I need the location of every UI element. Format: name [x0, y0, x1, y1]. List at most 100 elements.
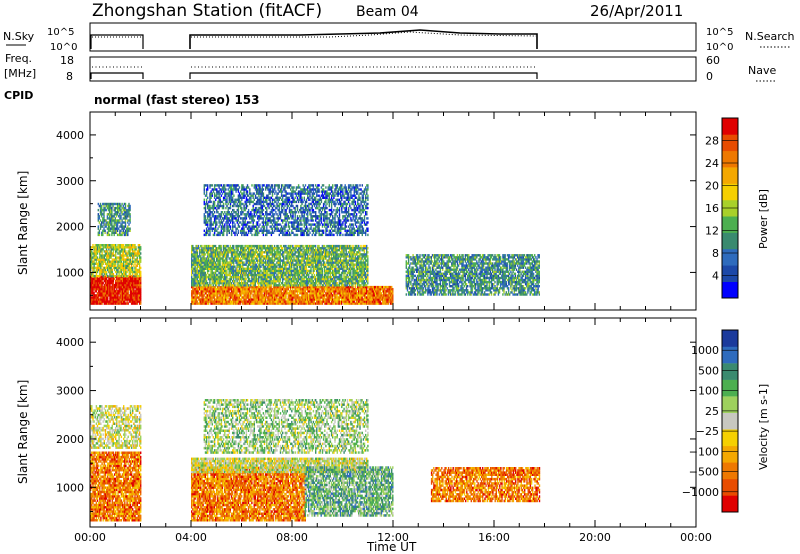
- heatmap-cell: [118, 281, 120, 285]
- heatmap-cell: [360, 285, 362, 289]
- heatmap-cell: [293, 300, 295, 303]
- heatmap-cell: [317, 292, 319, 295]
- heatmap-cell: [110, 217, 112, 220]
- heatmap-cell: [312, 285, 314, 289]
- heatmap-cell: [235, 285, 237, 289]
- heatmap-cell: [224, 247, 226, 250]
- heatmap-cell: [219, 259, 221, 262]
- heatmap-cell: [115, 270, 117, 274]
- heatmap-cell: [294, 290, 296, 293]
- heatmap-cell: [127, 274, 129, 278]
- heatmap-cell: [109, 298, 111, 301]
- heatmap-cell: [102, 277, 104, 281]
- heatmap-cell: [208, 288, 210, 291]
- heatmap-cell: [99, 300, 101, 303]
- heatmap-cell: [194, 280, 196, 283]
- heatmap-cell: [137, 281, 140, 285]
- heatmap-cell: [98, 258, 100, 261]
- heatmap-cell: [266, 302, 268, 305]
- heatmap-cell: [213, 251, 216, 254]
- heatmap-cell: [230, 285, 233, 289]
- heatmap-cell: [273, 288, 276, 291]
- heatmap-cell: [313, 265, 316, 268]
- heatmap-cell: [119, 252, 121, 255]
- heatmap-cell: [195, 255, 197, 258]
- heatmap-cell: [361, 292, 363, 295]
- heatmap-cell: [101, 264, 103, 267]
- heatmap-cell: [100, 254, 102, 257]
- heatmap-cell: [353, 292, 355, 295]
- heatmap-cell: [247, 300, 250, 303]
- heatmap-cell: [104, 206, 106, 210]
- heatmap-cell: [118, 250, 120, 253]
- heatmap-cell: [335, 290, 337, 293]
- heatmap-cell: [305, 292, 308, 295]
- heatmap-cell: [118, 219, 120, 222]
- heatmap-cell: [211, 257, 213, 260]
- heatmap-cell: [264, 296, 267, 299]
- heatmap-cell: [298, 253, 301, 256]
- heatmap-cell: [132, 260, 134, 263]
- heatmap-cell: [258, 294, 260, 297]
- heatmap-cell: [197, 280, 200, 283]
- heatmap-cell: [283, 263, 285, 266]
- heatmap-cell: [111, 270, 113, 274]
- heatmap-cell: [205, 290, 208, 293]
- heatmap-cell: [236, 298, 238, 301]
- heatmap-cell: [95, 252, 98, 255]
- heatmap-cell: [218, 247, 220, 250]
- heatmap-cell: [205, 280, 208, 283]
- heatmap-cell: [237, 277, 239, 281]
- heatmap-cell: [123, 213, 126, 216]
- heatmap-cell: [210, 269, 212, 273]
- heatmap-cell: [124, 296, 126, 299]
- heatmap-cell: [343, 302, 345, 305]
- heatmap-cell: [261, 263, 263, 266]
- heatmap-cell: [111, 258, 113, 261]
- heatmap-cell: [342, 290, 344, 293]
- heatmap-cell: [116, 277, 118, 281]
- heatmap-cell: [243, 253, 245, 256]
- heatmap-cell: [108, 244, 110, 247]
- heatmap-cell: [222, 275, 225, 279]
- heatmap-cell: [209, 249, 211, 252]
- heatmap-cell: [120, 211, 122, 214]
- heatmap-cell: [236, 247, 238, 250]
- heatmap-cell: [197, 269, 200, 273]
- heatmap-cell: [369, 292, 371, 295]
- heatmap-cell: [133, 252, 135, 255]
- heatmap-cell: [194, 290, 196, 293]
- heatmap-cell: [93, 264, 95, 267]
- heatmap-cell: [120, 285, 123, 289]
- heatmap-cell: [138, 298, 141, 301]
- heatmap-cell: [218, 265, 220, 268]
- heatmap-cell: [227, 261, 229, 264]
- heatmap-cell: [273, 296, 276, 299]
- heatmap-cell: [110, 290, 112, 293]
- heatmap-cell: [270, 288, 272, 291]
- heatmap-cell: [234, 294, 236, 297]
- heatmap-cell: [259, 296, 261, 299]
- heatmap-cell: [256, 257, 259, 260]
- heatmap-cell: [242, 275, 244, 279]
- heatmap-cell: [98, 288, 100, 291]
- heatmap-cell: [99, 272, 101, 276]
- heatmap-cell: [192, 255, 194, 258]
- heatmap-cell: [123, 260, 125, 263]
- heatmap-cell: [196, 282, 199, 285]
- heatmap-cell: [126, 274, 128, 278]
- heatmap-cell: [286, 292, 288, 295]
- heatmap-cell: [273, 285, 276, 289]
- heatmap-cell: [116, 260, 118, 263]
- heatmap-cell: [234, 282, 236, 285]
- heatmap-cell: [138, 256, 141, 259]
- heatmap-cell: [132, 288, 134, 291]
- heatmap-cell: [204, 263, 206, 266]
- heatmap-cell: [115, 223, 118, 226]
- heatmap-cell: [330, 300, 333, 303]
- heatmap-cell: [266, 296, 268, 299]
- heatmap-cell: [119, 274, 121, 278]
- heatmap-cell: [287, 300, 289, 303]
- heatmap-cell: [317, 284, 319, 287]
- heatmap-cell: [248, 273, 251, 277]
